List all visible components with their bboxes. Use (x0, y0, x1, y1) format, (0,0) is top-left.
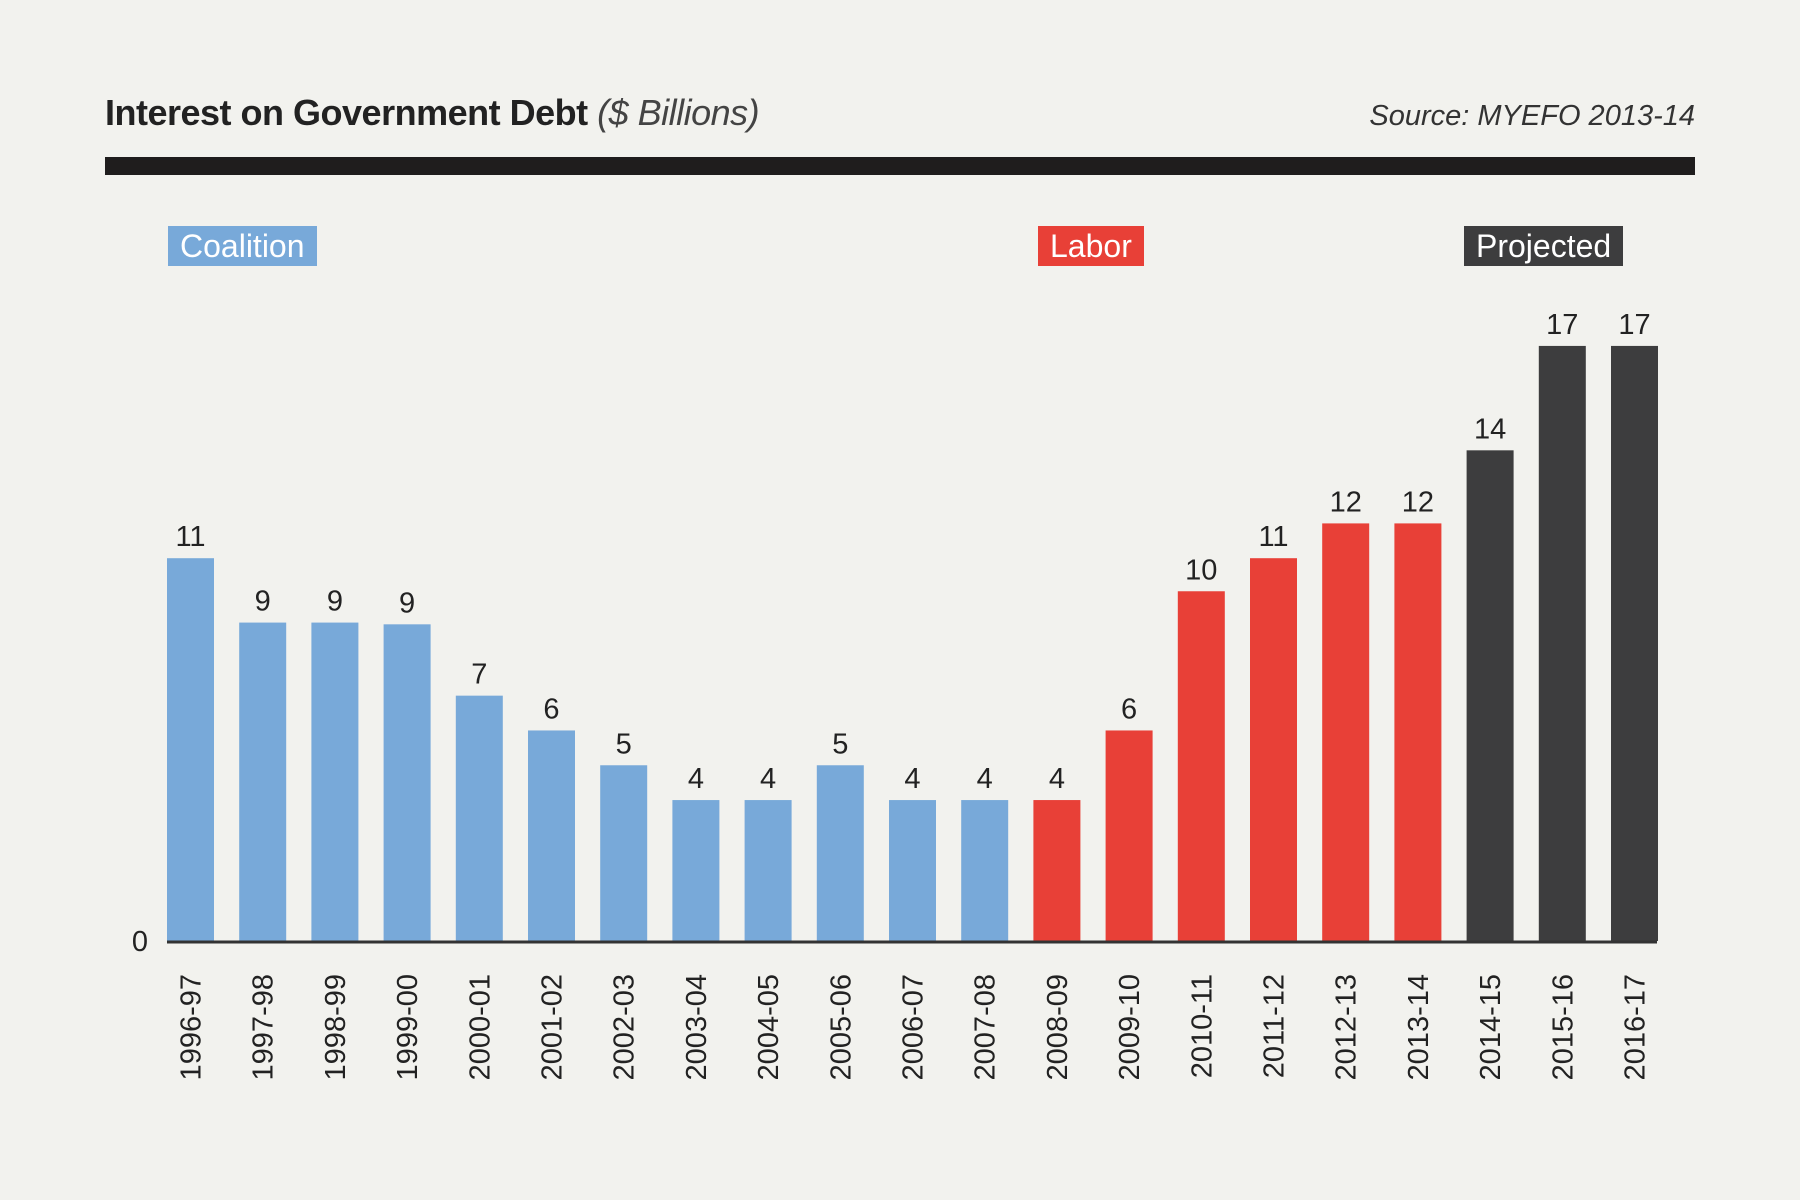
bar (672, 800, 720, 941)
x-tick-label: 1996-97 (176, 974, 208, 1080)
x-tick-label: 1998-99 (320, 974, 352, 1080)
bar (1033, 800, 1081, 941)
bar-value-label: 5 (832, 728, 848, 760)
bar (1105, 730, 1153, 941)
chart-title-units: ($ Billions) (597, 92, 760, 133)
x-tick-label: 2014-15 (1475, 974, 1507, 1080)
legend-coalition: Coalition (168, 226, 317, 266)
x-tick-label: 2008-09 (1042, 974, 1074, 1080)
y-tick-label: 0 (132, 926, 148, 958)
bar (744, 800, 792, 941)
x-tick-label: 2002-03 (609, 974, 641, 1080)
bar-value-label: 11 (1258, 521, 1288, 553)
bar (455, 695, 503, 941)
bar-value-label: 11 (175, 521, 205, 553)
x-tick-label: 2015-16 (1547, 974, 1579, 1080)
bar (383, 624, 431, 941)
bar-value-label: 17 (1618, 309, 1650, 341)
bar-value-label: 4 (904, 763, 920, 795)
x-tick-label: 1997-98 (248, 974, 280, 1080)
bar-value-label: 6 (543, 693, 559, 725)
bar-value-label: 12 (1402, 486, 1434, 518)
x-tick-label: 2010-11 (1186, 974, 1218, 1078)
bar (1177, 591, 1225, 941)
x-tick-label: 2004-05 (753, 974, 785, 1080)
x-tick-label: 2005-06 (825, 974, 857, 1080)
chart-source: Source: MYEFO 2013-14 (1369, 100, 1695, 132)
bar-value-label: 9 (399, 587, 415, 619)
chart-title: Interest on Government Debt ($ Billions) (105, 92, 760, 134)
bar-value-label: 4 (1049, 763, 1065, 795)
bar (889, 800, 936, 941)
bar-value-label: 17 (1546, 309, 1578, 341)
bar-value-label: 14 (1474, 413, 1506, 445)
chart-title-main: Interest on Government Debt (105, 92, 588, 133)
bar (1322, 523, 1370, 941)
bar (600, 765, 648, 941)
bar (961, 800, 1009, 941)
legend-labor: Labor (1038, 226, 1144, 266)
bar (1538, 345, 1586, 941)
bar (816, 765, 864, 941)
bar-value-label: 9 (327, 586, 343, 618)
bar (239, 622, 287, 941)
bar (1394, 523, 1442, 941)
x-tick-label: 2011-12 (1259, 974, 1291, 1078)
bar-value-label: 4 (760, 763, 776, 795)
bar-value-label: 6 (1121, 693, 1137, 725)
bar-value-label: 10 (1185, 554, 1217, 586)
x-tick-label: 2001-02 (537, 974, 569, 1080)
bar-value-label: 4 (977, 763, 993, 795)
bar (528, 730, 575, 941)
bar-value-label: 7 (471, 659, 487, 691)
x-tick-label: 2000-01 (464, 974, 496, 1080)
x-tick-label: 2003-04 (681, 974, 713, 1080)
bar-value-label: 4 (688, 763, 704, 795)
x-tick-label: 2013-14 (1403, 974, 1435, 1080)
header-rule (105, 157, 1695, 175)
x-tick-label: 2012-13 (1331, 974, 1363, 1080)
x-tick-label: 2007-08 (970, 974, 1002, 1080)
legend-projected: Projected (1464, 226, 1624, 266)
bar (1466, 450, 1514, 941)
x-tick-label: 2009-10 (1114, 974, 1146, 1080)
bar (167, 558, 214, 941)
bar (1611, 345, 1658, 941)
bar-value-label: 9 (255, 586, 271, 618)
x-tick-label: 2016-17 (1620, 974, 1652, 1080)
bar (1250, 558, 1297, 941)
x-tick-label: 1999-00 (392, 974, 424, 1080)
bar-value-label: 12 (1330, 486, 1362, 518)
bar-value-label: 5 (616, 728, 632, 760)
x-tick-label: 2006-07 (898, 974, 930, 1080)
bar (311, 622, 359, 941)
